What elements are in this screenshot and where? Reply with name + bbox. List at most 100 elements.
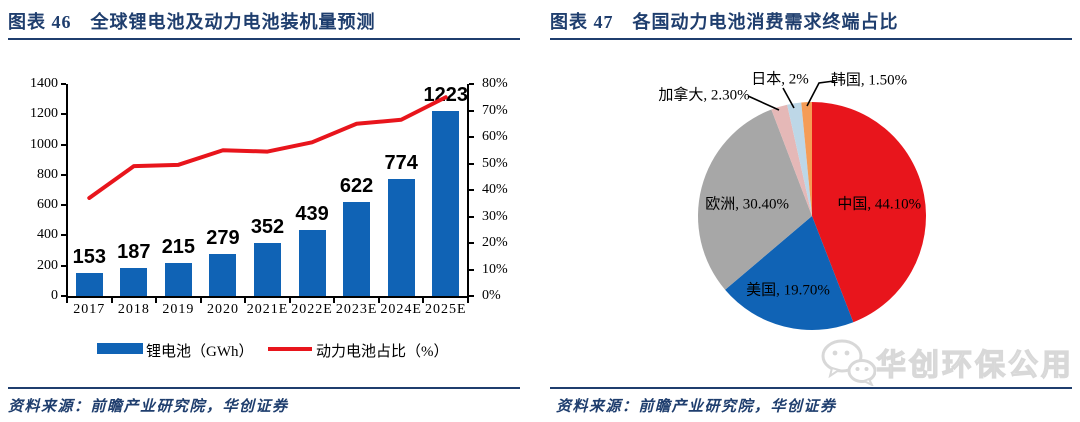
bar-2023E [343, 201, 371, 296]
x-axis-tick [199, 298, 202, 303]
right-axis-tick [469, 83, 474, 85]
figure-47-title: 图表 47 各国动力电池消费需求终端占比 [550, 12, 899, 32]
x-axis-tick [244, 298, 247, 303]
left-axis-tick-label: 400 [37, 227, 58, 243]
right-axis-tick-label: 50% [482, 155, 508, 171]
left-axis-tick [61, 143, 66, 146]
pie-leader-line-japan [782, 87, 795, 109]
right-axis-tick [469, 162, 474, 165]
bar-2020 [209, 253, 237, 296]
wechat-icon [821, 339, 876, 386]
figure-46-bottom-rule [8, 387, 520, 389]
right-axis-tick [469, 136, 474, 138]
x-axis-tick [288, 298, 291, 303]
pie-label-china: 中国, 44.10% [837, 196, 922, 213]
left-axis-tick [61, 264, 66, 267]
left-axis-tick-label: 1200 [30, 106, 58, 122]
left-axis-tick [61, 234, 66, 237]
pie-label-japan: 日本, 2% [751, 71, 809, 88]
bar-value-label-2019: 215 [161, 236, 196, 259]
right-axis-tick [469, 268, 474, 271]
legend-line-label: 动力电池占比（%） [316, 344, 449, 360]
x-axis-label-2024E: 2024E [380, 302, 422, 317]
x-axis-label-2020: 2020 [206, 302, 239, 317]
x-axis-tick [155, 298, 158, 303]
bar-2025E [432, 110, 460, 296]
pie-leader-line-canada [747, 95, 780, 111]
pie-label-usa: 美国, 19.70% [746, 282, 830, 299]
pie-slice-korea [801, 102, 812, 216]
x-axis-label-2018: 2018 [117, 302, 150, 317]
bottom-axis-line [66, 296, 469, 298]
left-axis-tick-label: 600 [37, 197, 58, 213]
bar-value-label-2022E: 439 [295, 202, 329, 225]
figure-47-bottom-rule [550, 387, 1072, 389]
bar-2018 [120, 267, 148, 296]
bar-2021E [254, 242, 281, 296]
left-axis-tick [61, 83, 66, 85]
x-axis-label-2025E: 2025E [424, 302, 467, 317]
left-axis-tick [61, 173, 66, 176]
x-axis-label-2023E: 2023E [335, 302, 378, 317]
right-axis-tick-label: 80% [482, 76, 508, 91]
left-axis-tick-label: 1400 [30, 76, 58, 91]
bar-value-label-2024E: 774 [384, 151, 418, 174]
bar-value-label-2025E: 1223 [423, 83, 468, 106]
x-axis-tick [377, 298, 380, 303]
bar-2019 [164, 263, 192, 296]
left-axis-line [66, 84, 68, 298]
pie-slice-japan [787, 102, 812, 216]
x-axis-label-2022E: 2022E [291, 302, 333, 317]
right-axis-tick-label: 40% [482, 182, 508, 197]
watermark-text: 华创环保公用 [875, 348, 1074, 382]
right-axis-tick [469, 215, 474, 218]
x-axis-label-2021E: 2021E [246, 302, 289, 317]
figure-47-title-rule [550, 38, 1072, 40]
x-axis-tick [467, 298, 469, 303]
legend-bar-swatch [97, 343, 143, 354]
figure-47-source: 资料来源：前瞻产业研究院，华创证券 [556, 399, 837, 415]
pie-label-europe: 欧洲, 30.40% [705, 196, 789, 213]
right-axis-tick-label: 20% [482, 235, 508, 250]
right-axis-tick-label: 10% [482, 261, 508, 277]
bar-2024E [387, 178, 415, 296]
bar-value-label-2020: 279 [206, 226, 240, 249]
pie-slice-usa [725, 216, 854, 330]
bar-value-label-2017: 153 [72, 245, 106, 268]
bar-2017 [75, 272, 103, 296]
left-axis-tick [61, 113, 66, 116]
right-axis-tick [469, 242, 474, 244]
right-axis-tick [469, 295, 474, 297]
watermark: 华创环保公用 [820, 338, 1074, 386]
figure-46-title: 图表 46 全球锂电池及动力电池装机量预测 [8, 12, 376, 32]
bar-value-label-2018: 187 [117, 240, 151, 263]
x-axis-tick [110, 298, 113, 303]
x-axis-label-2017: 2017 [73, 302, 106, 317]
figure-46-source: 资料来源：前瞻产业研究院，华创证券 [8, 399, 289, 415]
left-axis-tick-label: 0 [51, 288, 58, 303]
bar-value-label-2023E: 622 [339, 174, 374, 197]
left-axis-tick [61, 295, 66, 297]
pie-label-korea: 韩国, 1.50% [830, 72, 908, 89]
right-axis-tick-label: 60% [482, 129, 508, 144]
bar-2022E [298, 229, 326, 296]
left-axis-tick [61, 204, 66, 207]
x-axis-tick [66, 298, 68, 303]
right-axis-tick [469, 109, 474, 112]
right-axis-line [467, 84, 469, 298]
pie-label-canada: 加拿大, 2.30% [658, 87, 750, 104]
figure-46-title-rule [8, 38, 520, 40]
left-axis-tick-label: 200 [37, 257, 58, 273]
x-axis-tick [333, 298, 336, 303]
legend-line-swatch [268, 347, 312, 351]
right-axis-tick-label: 70% [482, 102, 508, 118]
x-axis-tick [422, 298, 425, 303]
legend-bar-label: 锂电池（GWh） [146, 344, 254, 360]
right-axis-tick-label: 30% [482, 208, 508, 224]
bar-value-label-2021E: 352 [250, 215, 285, 238]
left-axis-tick-label: 1000 [30, 136, 58, 152]
right-axis-tick [469, 189, 474, 191]
right-axis-tick-label: 0% [482, 288, 501, 303]
left-axis-tick-label: 800 [37, 166, 58, 182]
